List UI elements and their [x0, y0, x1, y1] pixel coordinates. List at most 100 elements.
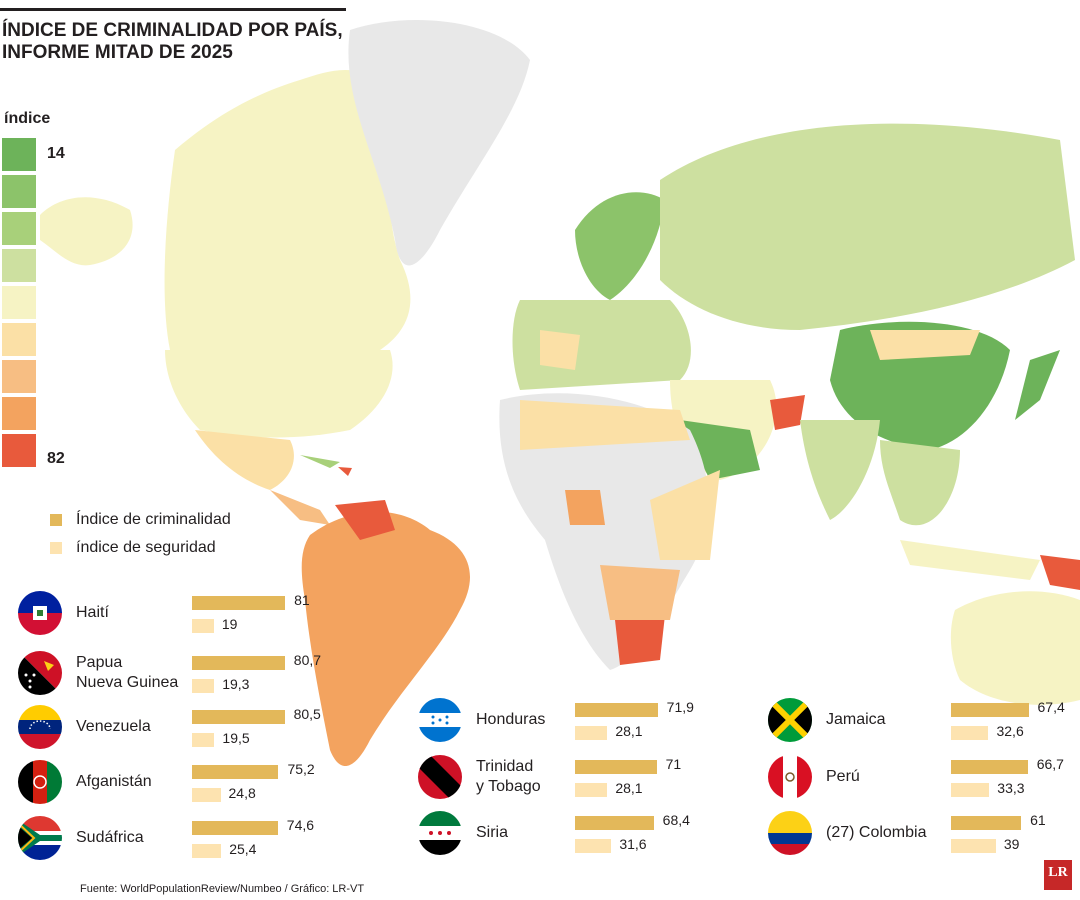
honduras-flag-icon	[418, 698, 462, 742]
cuba-region	[300, 455, 340, 468]
safety-value: 19,3	[222, 676, 250, 692]
country-name-line: y Tobago	[476, 778, 541, 795]
country-name: Siria	[476, 823, 508, 843]
safety-value: 33,3	[997, 780, 1025, 796]
png-region	[1040, 555, 1080, 590]
country-name-line: Sudáfrica	[76, 829, 144, 846]
crime-value: 80,7	[293, 652, 322, 668]
south-africa-flag-icon	[18, 816, 62, 860]
country-name-line: (27) Colombia	[826, 824, 927, 841]
safety-value: 19,5	[222, 730, 250, 746]
south-america-region	[301, 511, 470, 767]
country-row: Venezuela 80,5 19,5	[18, 702, 338, 752]
greenland-region	[348, 20, 530, 266]
crime-value: 68,4	[662, 812, 690, 828]
crime-value: 74,6	[286, 817, 315, 833]
nigeria-region	[565, 490, 605, 525]
country-name-line: Venezuela	[76, 718, 151, 735]
safety-value: 28,1	[615, 780, 643, 796]
japan-region	[1015, 350, 1060, 420]
crime-bar	[192, 596, 286, 610]
india-region	[800, 420, 880, 520]
scale-swatch-8	[2, 397, 36, 430]
afghanistan-region	[770, 395, 805, 430]
country-name-line: Jamaica	[826, 711, 886, 728]
scale-swatch-6	[2, 323, 36, 356]
safety-bar	[951, 783, 990, 797]
country-row: Papua Nueva Guinea 80,7 19,3	[18, 648, 338, 698]
country-row: Perú 66,7 33,3	[768, 752, 1080, 802]
safety-value: 25,4	[229, 841, 257, 857]
country-name-line: Papua	[76, 654, 123, 671]
country-name-line: Perú	[826, 768, 860, 785]
source-note: Fuente: WorldPopulationReview/Numbeo / G…	[80, 883, 365, 895]
safety-bar	[951, 726, 989, 740]
safety-bar	[192, 679, 215, 693]
country-row: Trinidad y Tobago 71 28,1	[418, 752, 738, 802]
crime-bar	[951, 816, 1022, 830]
country-name: Haití	[76, 603, 109, 623]
country-name: Honduras	[476, 710, 545, 730]
country-row: Honduras 71,9 28,1	[418, 695, 738, 745]
crime-bar	[951, 760, 1028, 774]
country-name-line: Siria	[476, 824, 509, 841]
crime-value: 75,2	[287, 761, 315, 777]
key-crime: Índice de criminalidad	[50, 511, 231, 529]
scale-swatch-5	[2, 286, 36, 319]
country-name-line: Nueva Guinea	[76, 674, 179, 691]
crime-value: 81	[294, 592, 310, 608]
mongolia-region	[870, 330, 980, 360]
crime-bar	[575, 703, 658, 717]
country-name-line: Honduras	[476, 711, 546, 728]
country-name: Sudáfrica	[76, 828, 144, 848]
crime-value: 61	[1030, 812, 1046, 828]
mexico-region	[195, 430, 294, 490]
country-name: Jamaica	[826, 710, 886, 730]
legend-title: índice	[4, 110, 51, 127]
jamaica-flag-icon	[768, 698, 812, 742]
southeast-asia-region	[880, 440, 960, 526]
country-row: Siria 68,4 31,6	[418, 808, 738, 858]
alaska-region	[40, 197, 133, 266]
key-safety: índice de seguridad	[50, 539, 216, 557]
country-name-line: Afganistán	[76, 773, 152, 790]
safety-bar	[575, 839, 612, 853]
russia-region	[660, 123, 1075, 330]
usa-region	[165, 350, 393, 438]
crime-bar	[575, 760, 657, 774]
colombia-flag-icon	[768, 811, 812, 855]
lr-logo: LR	[1044, 860, 1072, 890]
scale-swatch-4	[2, 249, 36, 282]
crime-value: 71,9	[666, 699, 694, 715]
safety-bar	[192, 619, 214, 633]
central-america-region	[270, 490, 330, 525]
country-name: Afganistán	[76, 772, 152, 792]
key-safety-label: índice de seguridad	[76, 539, 216, 556]
crime-bar	[951, 703, 1029, 717]
venezuela-region	[335, 500, 395, 540]
haiti-flag-icon	[18, 591, 62, 635]
country-row: Afganistán 75,2 24,8	[18, 757, 338, 807]
safety-bar	[575, 783, 608, 797]
scale-swatch-3	[2, 212, 36, 245]
country-name: Trinidad y Tobago	[476, 757, 541, 797]
afghanistan-flag-icon	[18, 760, 62, 804]
scale-swatch-9	[2, 434, 36, 467]
safety-bar	[951, 839, 996, 853]
country-name-line: Trinidad	[476, 758, 534, 775]
safety-value: 32,6	[996, 723, 1024, 739]
peru-flag-icon	[768, 755, 812, 799]
syria-flag-icon	[418, 811, 462, 855]
venezuela-flag-icon	[18, 705, 62, 749]
chart-title-line-2: INFORME MITAD DE 2025	[2, 42, 233, 63]
scale-min-label: 14	[47, 145, 65, 162]
france-region	[540, 330, 580, 370]
title-rule	[0, 8, 346, 11]
country-name: Venezuela	[76, 717, 151, 737]
country-row: Jamaica 67,4 32,6	[768, 695, 1080, 745]
country-name: (27) Colombia	[826, 823, 926, 843]
east-africa-region	[650, 470, 720, 560]
scale-swatch-2	[2, 175, 36, 208]
crime-bar	[192, 656, 285, 670]
